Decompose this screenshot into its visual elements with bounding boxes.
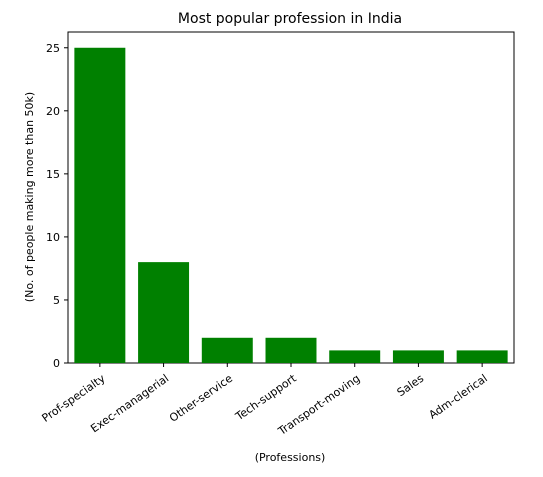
x-tick-label: Prof-specialty — [40, 372, 108, 425]
x-tick-label: Tech-support — [232, 371, 299, 423]
bar-prof-specialty — [74, 47, 126, 364]
y-tick-label: 10 — [46, 231, 60, 244]
bar-other-service — [201, 337, 253, 363]
bar-transport-moving — [329, 350, 381, 363]
bars — [74, 47, 508, 364]
bar-adm-clerical — [456, 350, 508, 363]
bar-exec-managerial — [138, 262, 190, 363]
x-axis-label: (Professions) — [255, 451, 326, 464]
y-tick-label: 15 — [46, 168, 60, 181]
y-axis-label: (No. of people making more than 50k) — [23, 92, 36, 302]
x-tick-label: Adm-clerical — [426, 372, 489, 422]
y-tick-label: 0 — [53, 357, 60, 370]
y-ticks: 0 5 10 15 20 25 — [46, 42, 68, 370]
x-tick-label: Other-service — [167, 372, 235, 425]
chart-title: Most popular profession in India — [178, 11, 402, 27]
plot-area: 0 5 10 15 20 25 Prof-specialtyExec-managerial… — [40, 31, 515, 438]
bar-tech-support — [265, 337, 317, 363]
x-tick-label: Sales — [395, 372, 427, 400]
y-tick-label: 25 — [46, 42, 60, 55]
y-tick-label: 20 — [46, 105, 60, 118]
y-tick-label: 5 — [53, 294, 60, 307]
bar-sales — [392, 350, 444, 363]
x-ticks: Prof-specialtyExec-managerialOther-servi… — [40, 363, 490, 438]
plot-frame — [67, 31, 515, 364]
